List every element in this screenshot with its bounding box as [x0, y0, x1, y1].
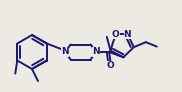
Text: N: N — [92, 47, 100, 56]
Text: O: O — [107, 61, 115, 70]
Text: N: N — [61, 47, 69, 56]
Text: O: O — [112, 30, 120, 39]
Text: N: N — [124, 30, 131, 39]
